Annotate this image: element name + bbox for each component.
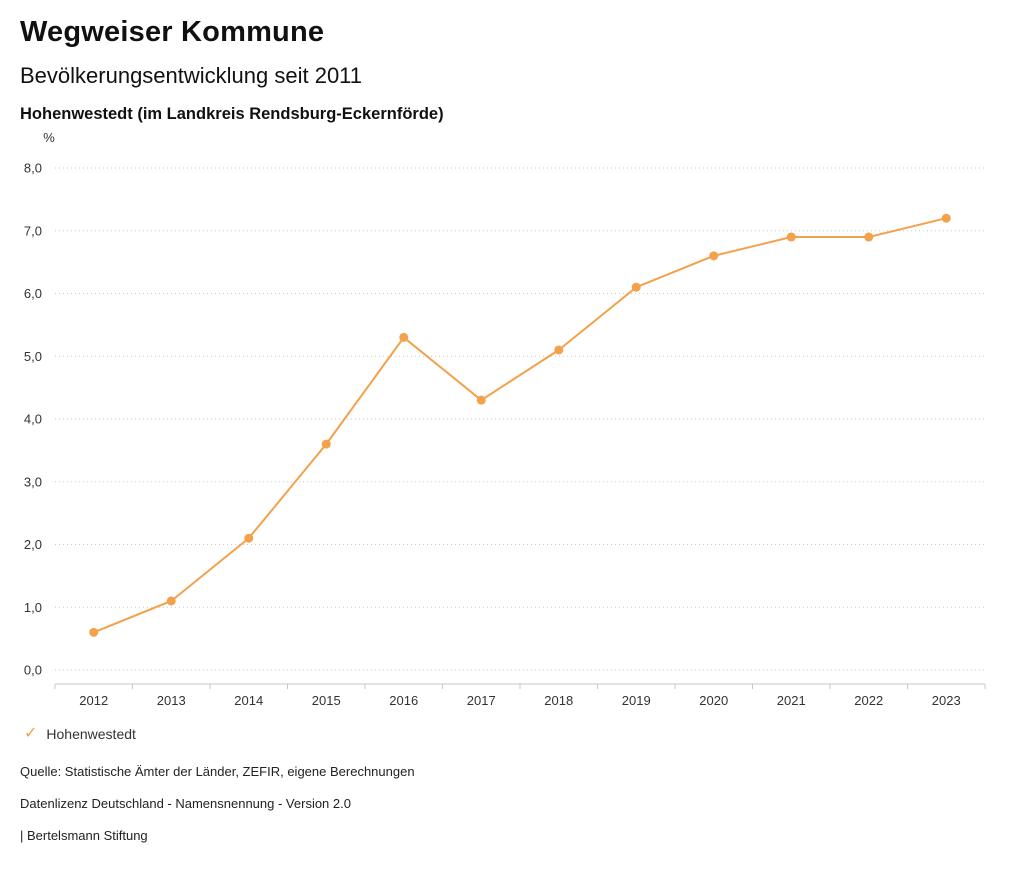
x-axis-tick-label: 2015 — [312, 693, 341, 708]
x-axis-tick-label: 2023 — [932, 693, 961, 708]
chart-region-subtitle: Hohenwestedt (im Landkreis Rendsburg-Eck… — [20, 105, 444, 123]
chart-header: Wegweiser Kommune Bevölkerungsentwicklun… — [0, 16, 1024, 124]
chart-title: Bevölkerungsentwicklung seit 2011 — [20, 63, 363, 88]
x-axis-tick-label: 2020 — [699, 693, 728, 708]
legend-label: Hohenwestedt — [46, 726, 136, 742]
x-axis-tick-label: 2012 — [79, 693, 108, 708]
page-title: Wegweiser Kommune — [20, 16, 325, 48]
x-axis-tick-label: 2019 — [622, 693, 651, 708]
legend-check-icon: ✓ — [24, 725, 38, 742]
y-axis-tick-label: 3,0 — [24, 474, 42, 489]
attribution-text: | Bertelsmann Stiftung — [20, 828, 148, 843]
data-point[interactable] — [941, 213, 951, 223]
chart-footer: Quelle: Statistische Ämter der Länder, Z… — [20, 764, 1024, 843]
source-text: Quelle: Statistische Ämter der Länder, Z… — [20, 764, 415, 779]
x-axis-tick-label: 2017 — [467, 693, 496, 708]
data-point[interactable] — [244, 533, 254, 543]
x-axis-tick-label: 2022 — [854, 693, 883, 708]
y-axis-tick-label: 0,0 — [24, 663, 42, 678]
license-text: Datenlizenz Deutschland - Namensnennung … — [20, 796, 351, 811]
y-axis-tick-label: 6,0 — [24, 286, 42, 301]
data-point[interactable] — [786, 232, 796, 242]
data-point[interactable] — [864, 232, 874, 242]
legend-item-hohenwestedt[interactable]: ✓ Hohenwestedt — [24, 725, 1024, 743]
data-point[interactable] — [166, 596, 176, 606]
x-axis-tick-label: 2021 — [777, 693, 806, 708]
y-axis-tick-label: 4,0 — [24, 412, 42, 427]
y-axis-tick-label: 5,0 — [24, 349, 42, 364]
data-point[interactable] — [399, 332, 409, 342]
y-axis-tick-label: 2,0 — [24, 537, 42, 552]
x-axis-tick-label: 2018 — [544, 693, 573, 708]
data-point[interactable] — [554, 345, 564, 355]
y-axis-tick-label: 8,0 — [24, 161, 42, 176]
x-axis-tick-label: 2013 — [157, 693, 186, 708]
line-chart-svg: % 0,0 1,0 2,0 3,0 4,0 5,0 6,0 7,0 8,0 2012 2013 2014… — [24, 130, 986, 708]
data-point[interactable] — [89, 627, 99, 637]
y-axis-tick-label: 7,0 — [24, 223, 42, 238]
data-point[interactable] — [321, 439, 331, 449]
data-point[interactable] — [631, 282, 641, 292]
x-axis-tick-label: 2016 — [389, 693, 418, 708]
y-axis-tick-label: 1,0 — [24, 600, 42, 615]
y-axis-unit-label: % — [43, 130, 55, 145]
x-axis-tick-label: 2014 — [234, 693, 263, 708]
data-point[interactable] — [476, 395, 486, 405]
data-point[interactable] — [709, 251, 719, 261]
series-line — [92, 217, 948, 634]
line-chart: % 0,0 1,0 2,0 3,0 4,0 5,0 6,0 7,0 8,0 2012 2013 2014… — [0, 128, 1024, 720]
